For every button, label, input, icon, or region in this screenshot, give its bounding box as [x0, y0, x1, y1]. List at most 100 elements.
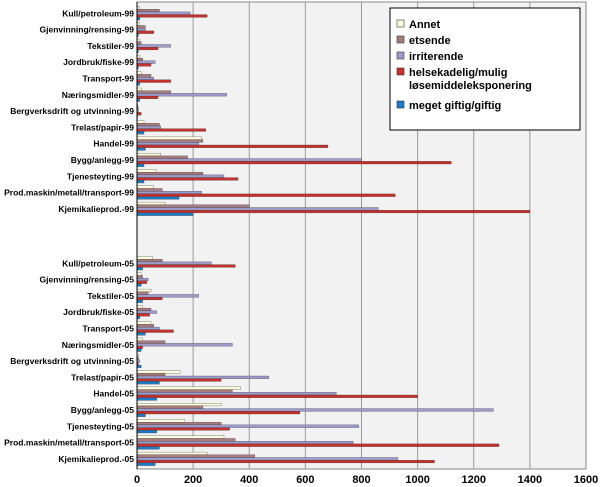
bar: [136, 373, 166, 377]
x-tick-label: 200: [184, 474, 202, 486]
x-tick-label: 1200: [462, 474, 486, 486]
bar: [136, 462, 156, 466]
bar: [136, 403, 222, 407]
legend-swatch: [396, 67, 405, 76]
bar: [136, 435, 225, 439]
bar: [136, 446, 160, 450]
bar: [136, 313, 150, 317]
bar: [136, 419, 185, 423]
bar: [136, 411, 300, 415]
bar: [136, 261, 212, 265]
bar: [136, 142, 199, 146]
category-label: Trelast/papir-99: [71, 122, 134, 132]
bar: [136, 340, 166, 344]
x-tick-label: 800: [352, 474, 370, 486]
bar: [136, 193, 396, 197]
bar: [136, 326, 160, 330]
bar: [136, 112, 142, 116]
bar: [136, 451, 208, 455]
bar: [136, 259, 163, 263]
category-label: Bygg/anlegg-99: [71, 155, 135, 165]
bar: [136, 9, 160, 13]
bar: [136, 343, 233, 347]
category-label: Prod.maskin/metall/transport-05: [4, 438, 134, 448]
bar: [136, 87, 142, 91]
bar: [136, 294, 199, 298]
x-tick-label: 1400: [518, 474, 542, 486]
bar: [136, 386, 241, 390]
bar: [136, 291, 149, 295]
category-label: Kjemikalieprod.-05: [58, 454, 134, 464]
bar: [136, 348, 142, 352]
bar: [136, 210, 531, 214]
bar: [136, 201, 166, 205]
bar: [136, 161, 452, 165]
bar: [136, 267, 143, 271]
legend-label: helsekadelig/mulig: [409, 67, 507, 79]
category-label: Jordbruk/fiske-99: [63, 57, 134, 67]
bar: [136, 93, 227, 97]
category-label: Tekstiler-99: [87, 41, 134, 51]
bar: [136, 299, 143, 303]
category-label: Transport-05: [83, 323, 135, 333]
legend-label: Annet: [409, 19, 441, 31]
bar: [136, 188, 163, 192]
bar: [136, 63, 152, 67]
category-label: Handel-99: [93, 139, 134, 149]
legend-swatch: [396, 100, 405, 109]
legend-label: meget giftig/giftig: [409, 100, 501, 112]
bar: [136, 47, 159, 51]
bar: [136, 394, 418, 398]
x-tick-label: 400: [240, 474, 258, 486]
bar: [136, 172, 204, 176]
bar: [136, 283, 142, 287]
category-label: Næringsmidler-05: [62, 340, 135, 350]
bar: [136, 155, 188, 159]
bar: [136, 60, 156, 64]
bar: [136, 30, 154, 34]
bar: [136, 158, 362, 162]
category-label: Kull/petroleum-99: [62, 8, 134, 18]
legend-swatch: [396, 35, 405, 44]
bar: [136, 280, 147, 284]
category-label: Tjenesteyting-99: [67, 171, 134, 181]
x-tick-label: 0: [134, 474, 140, 486]
category-label: Prod.maskin/metall/transport-99: [4, 188, 134, 198]
bar: [136, 174, 225, 178]
category-label: Gjenvinning/rensing-05: [40, 275, 135, 285]
bar: [136, 204, 250, 208]
bar: [136, 41, 142, 45]
bar: [136, 441, 354, 445]
bar: [136, 364, 142, 368]
category-label: Transport-99: [83, 73, 135, 83]
bar: [136, 71, 142, 75]
bar: [136, 427, 230, 431]
bar: [136, 177, 239, 181]
x-tick-label: 1000: [405, 474, 429, 486]
bar: [136, 147, 146, 151]
bar: [136, 125, 162, 129]
bar: [136, 191, 202, 195]
bar: [136, 424, 359, 428]
bar: [136, 397, 157, 401]
category-label: Tjenesteyting-05: [67, 421, 134, 431]
bar: [136, 79, 171, 83]
bar: [136, 131, 145, 135]
bar: [136, 278, 149, 282]
bar: [136, 196, 180, 200]
bar: [136, 443, 500, 447]
bar: [136, 413, 146, 417]
category-label: Tekstiler-05: [87, 291, 134, 301]
legend-label: irriterende: [409, 51, 463, 63]
bar: [136, 256, 153, 260]
bar: [136, 307, 152, 311]
bar: [136, 57, 143, 61]
bar: [136, 389, 233, 393]
bar: [136, 11, 191, 15]
bar: [136, 329, 174, 333]
bar: [136, 375, 270, 379]
bar: [136, 90, 171, 94]
bar: [136, 25, 146, 29]
legend-swatch: [396, 51, 405, 60]
bar: [136, 460, 435, 464]
